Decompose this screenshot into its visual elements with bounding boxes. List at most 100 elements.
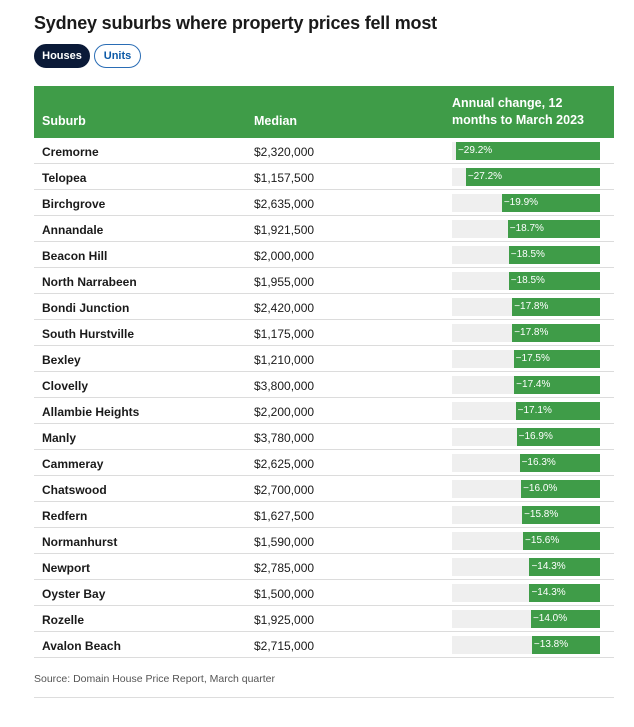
- change-label: −16.9%: [518, 431, 553, 442]
- table-row: Bexley $1,210,000 −17.5%: [34, 346, 614, 372]
- change-bar-track: −18.7%: [452, 220, 600, 238]
- change-bar-track: −17.8%: [452, 298, 600, 316]
- change-bar: −13.8%: [531, 636, 600, 654]
- median-cell: $1,955,000: [254, 275, 315, 289]
- table-row: Allambie Heights $2,200,000 −17.1%: [34, 398, 614, 424]
- suburb-cell: Bexley: [42, 353, 81, 367]
- change-label: −14.0%: [532, 613, 568, 624]
- suburb-cell: Normanhurst: [42, 535, 118, 549]
- houses-toggle-button[interactable]: Houses: [34, 44, 90, 68]
- change-bar-track: −17.1%: [452, 402, 600, 420]
- chart-title: Sydney suburbs where property prices fel…: [34, 13, 437, 33]
- change-bar: −17.5%: [513, 350, 600, 368]
- change-bar: −18.5%: [508, 246, 600, 264]
- median-cell: $2,715,000: [254, 639, 315, 653]
- table-header: Suburb Median Annual change, 12 months t…: [34, 86, 614, 138]
- change-label: −17.8%: [514, 327, 549, 338]
- change-bar-track: −16.9%: [452, 428, 600, 446]
- change-bar: −17.1%: [515, 402, 600, 420]
- table-row: Cremorne $2,320,000 −29.2%: [34, 138, 614, 164]
- table-row: Clovelly $3,800,000 −17.4%: [34, 372, 614, 398]
- table-row: Newport $2,785,000 −14.3%: [34, 554, 614, 580]
- change-bar-track: −17.4%: [452, 376, 600, 394]
- change-bar: −27.2%: [465, 168, 600, 186]
- column-header-median[interactable]: Median: [254, 114, 298, 128]
- property-type-toggle: Houses Units: [34, 44, 141, 68]
- median-cell: $2,320,000: [254, 145, 315, 159]
- change-label: −19.9%: [503, 197, 539, 208]
- change-label: −15.8%: [524, 509, 559, 520]
- table-row: North Narrabeen $1,955,000 −18.5%: [34, 268, 614, 294]
- change-bar-track: −16.3%: [452, 454, 600, 472]
- change-bar-track: −19.9%: [452, 194, 600, 212]
- suburb-cell: Rozelle: [42, 613, 85, 627]
- median-cell: $2,000,000: [254, 249, 315, 263]
- median-cell: $2,635,000: [254, 197, 315, 211]
- change-bar: −16.9%: [516, 428, 600, 446]
- median-cell: $1,157,500: [254, 171, 315, 185]
- table-row: Telopea $1,157,500 −27.2%: [34, 164, 614, 190]
- footer-divider: [34, 697, 614, 698]
- table-row: Birchgrove $2,635,000 −19.9%: [34, 190, 614, 216]
- change-label: −17.1%: [517, 405, 552, 416]
- median-cell: $1,500,000: [254, 587, 315, 601]
- median-cell: $1,210,000: [254, 353, 315, 367]
- median-cell: $2,700,000: [254, 483, 315, 497]
- table-row: Rozelle $1,925,000 −14.0%: [34, 606, 614, 632]
- median-cell: $2,625,000: [254, 457, 315, 471]
- change-label: −18.5%: [510, 275, 545, 286]
- table-row: Redfern $1,627,500 −15.8%: [34, 502, 614, 528]
- median-cell: $2,785,000: [254, 561, 315, 575]
- change-label: −18.5%: [510, 249, 545, 260]
- suburb-cell: Oyster Bay: [42, 587, 106, 601]
- suburb-cell: Cremorne: [42, 145, 99, 159]
- median-cell: $2,200,000: [254, 405, 315, 419]
- table-row: Oyster Bay $1,500,000 −14.3%: [34, 580, 614, 606]
- change-label: −29.2%: [457, 145, 493, 156]
- change-label: −13.8%: [533, 639, 569, 650]
- suburb-cell: Clovelly: [42, 379, 89, 393]
- median-cell: $2,420,000: [254, 301, 315, 315]
- units-toggle-button[interactable]: Units: [94, 44, 141, 68]
- median-cell: $3,800,000: [254, 379, 315, 393]
- change-bar-track: −27.2%: [452, 168, 600, 186]
- suburb-cell: Newport: [42, 561, 90, 575]
- change-bar-track: −17.5%: [452, 350, 600, 368]
- median-cell: $1,921,500: [254, 223, 315, 237]
- column-header-suburb[interactable]: Suburb: [42, 114, 86, 128]
- suburb-cell: Allambie Heights: [42, 405, 140, 419]
- source-note: Source: Domain House Price Report, March…: [34, 673, 276, 685]
- median-cell: $1,925,000: [254, 613, 315, 627]
- change-bar: −14.3%: [529, 558, 600, 576]
- change-label: −18.7%: [509, 223, 544, 234]
- change-bar: −18.5%: [508, 272, 600, 290]
- change-bar: −15.8%: [522, 506, 600, 524]
- change-bar-track: −17.8%: [452, 324, 600, 342]
- change-bar: −29.2%: [455, 142, 600, 160]
- change-label: −17.8%: [514, 301, 549, 312]
- suburb-cell: Avalon Beach: [42, 639, 121, 653]
- suburb-cell: Manly: [42, 431, 77, 445]
- change-label: −14.3%: [531, 561, 566, 572]
- table-row: Manly $3,780,000 −16.9%: [34, 424, 614, 450]
- table-row: Avalon Beach $2,715,000 −13.8%: [34, 632, 614, 658]
- table-row: Bondi Junction $2,420,000 −17.8%: [34, 294, 614, 320]
- median-cell: $1,175,000: [254, 327, 315, 341]
- suburb-cell: North Narrabeen: [42, 275, 137, 289]
- change-bar-track: −15.8%: [452, 506, 600, 524]
- table-row: Annandale $1,921,500 −18.7%: [34, 216, 614, 242]
- change-bar: −16.3%: [519, 454, 600, 472]
- suburb-cell: Bondi Junction: [42, 301, 130, 315]
- table-row: Chatswood $2,700,000 −16.0%: [34, 476, 614, 502]
- table-row: Normanhurst $1,590,000 −15.6%: [34, 528, 614, 554]
- table-body: Cremorne $2,320,000 −29.2% Telopea $1,157,50…: [34, 138, 614, 658]
- suburb-cell: Telopea: [42, 171, 87, 185]
- price-table: Suburb Median Annual change, 12 months t…: [34, 86, 614, 658]
- change-label: −15.6%: [525, 535, 560, 546]
- change-bar-track: −13.8%: [452, 636, 600, 654]
- suburb-cell: Redfern: [42, 509, 88, 523]
- median-cell: $1,590,000: [254, 535, 315, 549]
- column-header-change[interactable]: Annual change, 12 months to March 2023: [452, 96, 584, 127]
- change-label: −16.3%: [521, 457, 556, 468]
- table-row: Cammeray $2,625,000 −16.3%: [34, 450, 614, 476]
